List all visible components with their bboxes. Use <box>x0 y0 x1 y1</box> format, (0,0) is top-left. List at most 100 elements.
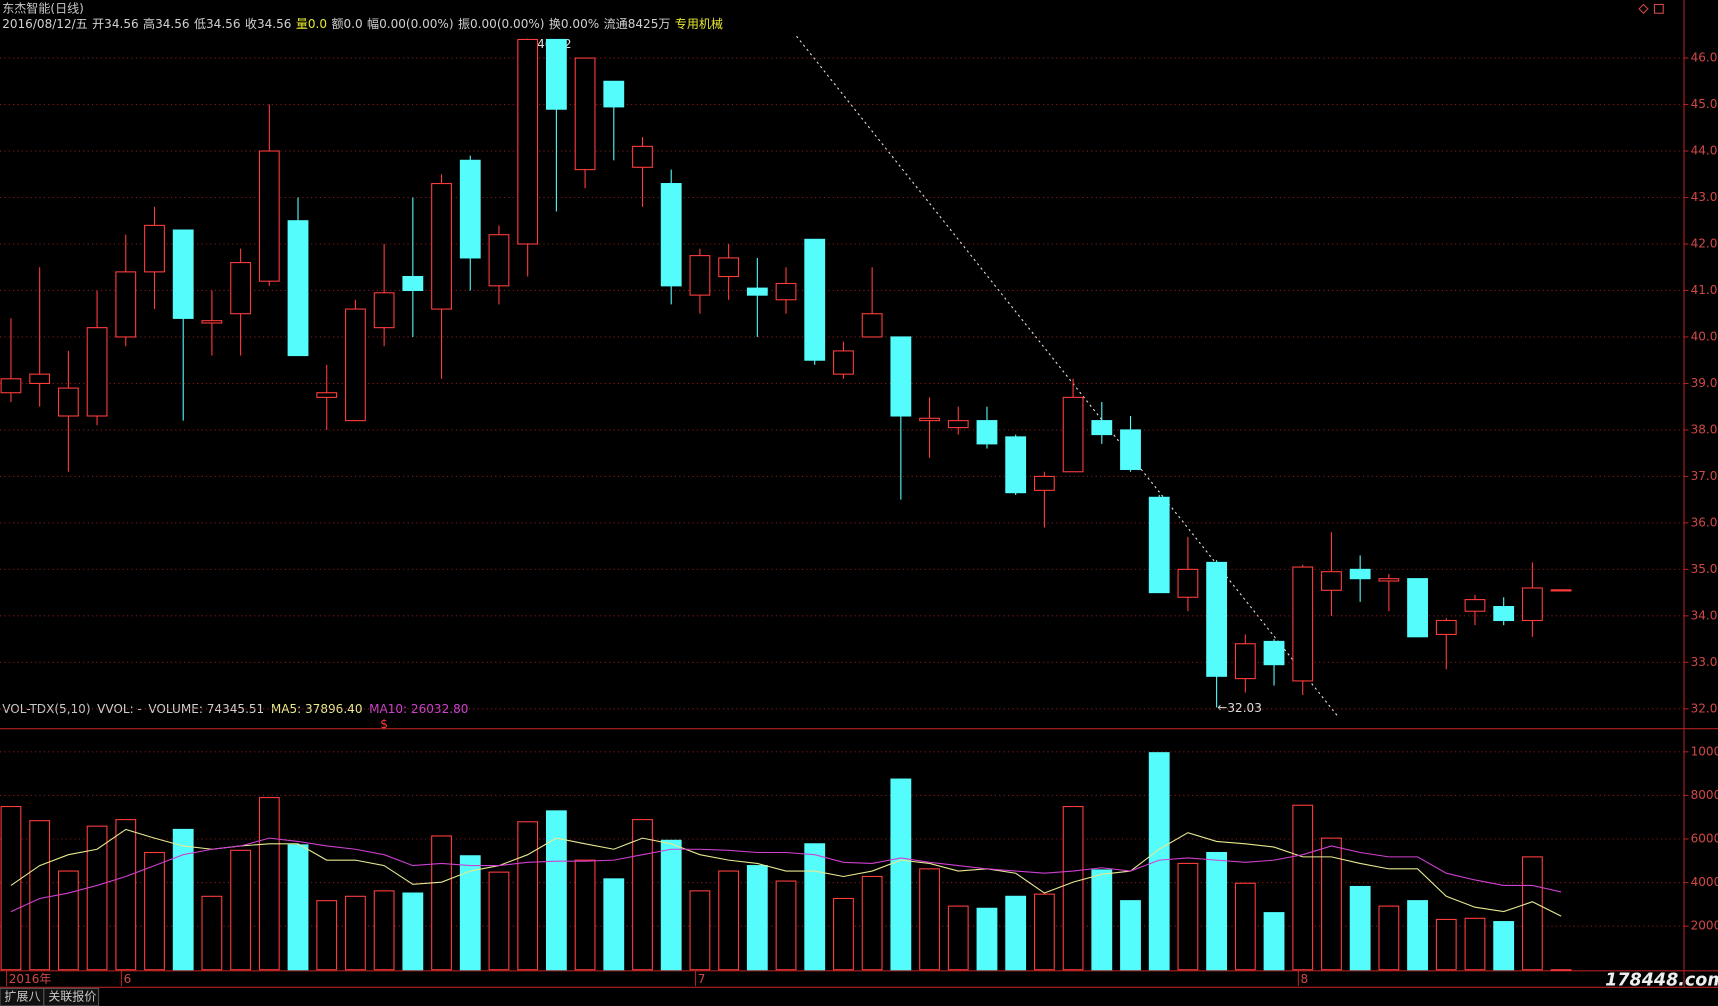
volume-bar <box>1148 752 1170 971</box>
info-field: 量0.0 <box>296 17 327 31</box>
candle-body <box>1407 578 1428 638</box>
volume-bar <box>1349 885 1371 971</box>
candle-body <box>861 313 883 338</box>
volume-bar <box>287 844 309 971</box>
info-field: 收34.56 <box>245 17 292 31</box>
volume-bar <box>746 865 768 971</box>
candle-body <box>373 292 395 329</box>
candle-body <box>1321 571 1342 591</box>
y-tick-label: 42.00 <box>1691 236 1718 250</box>
info-field: 额0.0 <box>331 17 362 31</box>
volume-bar <box>201 895 223 971</box>
watermark: 178448.com <box>1605 971 1718 991</box>
volume-bar <box>833 897 854 971</box>
candle-body <box>775 282 797 301</box>
volume-bar <box>1407 900 1428 971</box>
y-tick-label: 20000 <box>1691 919 1718 933</box>
info-field: 流通8425万 <box>604 17 671 31</box>
candle-body <box>689 255 711 296</box>
y-tick-label: 37.00 <box>1691 469 1718 483</box>
candle-body <box>1521 587 1543 622</box>
candle-body <box>1206 561 1228 677</box>
candle-body <box>1263 640 1285 666</box>
x-tick-label: 7 <box>698 972 706 986</box>
volume-bar <box>1521 856 1543 971</box>
candle-body <box>545 38 567 110</box>
volume-bar <box>1263 912 1285 971</box>
marker: $ <box>380 717 388 731</box>
volume-bar <box>976 907 998 971</box>
candle-body <box>574 57 596 171</box>
tab-label[interactable]: 扩展八 <box>4 990 40 1004</box>
y-tick-label: 80000 <box>1691 788 1718 802</box>
info-field: 换0.00% <box>549 17 599 31</box>
volume-bar <box>373 890 395 971</box>
candle-body <box>402 275 424 292</box>
volume-bar <box>1091 869 1113 971</box>
volume-bar <box>0 805 22 971</box>
volume-bar <box>1378 905 1400 971</box>
candle-body <box>833 350 854 375</box>
candle-body <box>660 183 682 287</box>
readout-field: VVOL: - <box>97 701 142 715</box>
volume-bar <box>689 890 711 971</box>
volume-bar <box>517 821 539 971</box>
candle-body <box>1292 566 1314 682</box>
candle-body <box>919 417 940 422</box>
chart-title: 东杰智能(日线) <box>2 0 84 15</box>
tab-label[interactable]: 关联报价 <box>48 989 96 1004</box>
candle-body <box>1091 420 1113 436</box>
candle-body <box>1177 568 1199 598</box>
candle-body <box>201 320 223 324</box>
y-tick-label: 34.00 <box>1691 608 1718 622</box>
volume-bar <box>258 797 280 971</box>
y-tick-label: 32.00 <box>1691 701 1718 715</box>
candle-body <box>316 392 338 398</box>
ma-line <box>10 828 1562 917</box>
info-field: 专用机械 <box>675 16 723 31</box>
candle-body <box>29 373 51 384</box>
candle-body <box>144 224 165 273</box>
candle-body <box>1033 475 1055 491</box>
candle-body <box>718 257 740 278</box>
volume-bar <box>86 825 108 971</box>
volume-bar <box>316 900 338 971</box>
candle-body <box>488 234 510 287</box>
volume-bar <box>488 871 510 971</box>
volume-bar <box>632 819 653 971</box>
y-tick-label: 40000 <box>1691 875 1718 889</box>
readout-field: MA10: 26032.80 <box>369 701 468 715</box>
volume-bar <box>431 835 452 971</box>
y-tick-label: 35.00 <box>1691 562 1718 576</box>
volume-bar <box>574 859 596 971</box>
candle-body <box>86 327 108 417</box>
candle-body <box>1120 429 1141 470</box>
volume-bar <box>144 851 165 971</box>
info-field: 幅0.00(0.00%) <box>367 16 454 31</box>
volume-bar <box>115 819 137 971</box>
candle-body <box>1435 619 1457 635</box>
indicator-readout: VOL-TDX(5,10) VVOL: - VOLUME: 74345.51 MA5:… <box>2 701 468 715</box>
corner-icon <box>1653 3 1664 14</box>
volume-bar <box>804 843 826 971</box>
y-tick-label: 44.00 <box>1691 144 1718 158</box>
volume-bar <box>230 849 252 971</box>
volume-bar <box>660 839 682 971</box>
candle-body <box>287 220 309 357</box>
info-field: 2016/08/12/五 <box>2 17 88 31</box>
volume-bar <box>1062 805 1084 971</box>
y-tick-label: 38.00 <box>1691 422 1718 436</box>
y-tick-label: 41.00 <box>1691 283 1718 297</box>
volume-bar <box>1033 893 1055 971</box>
low-annotation: ←32.03 <box>1217 700 1262 714</box>
volume-bar <box>57 870 79 971</box>
info-field: 高34.56 <box>143 16 190 31</box>
candle-body <box>1493 606 1515 622</box>
candle-body <box>1005 436 1027 494</box>
volume-bar <box>345 895 366 971</box>
volume-bar <box>1206 851 1228 971</box>
volume-bar <box>1435 918 1457 971</box>
volume-bar <box>1550 969 1572 971</box>
